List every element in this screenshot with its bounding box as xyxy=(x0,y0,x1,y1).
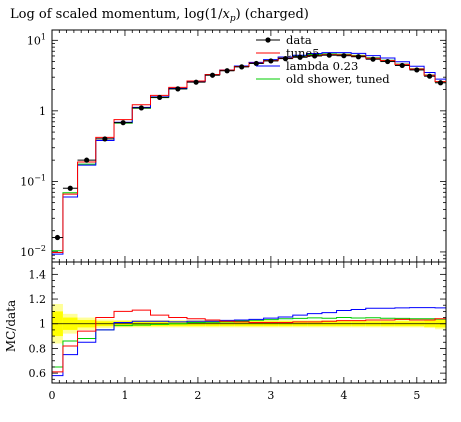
data-point xyxy=(102,136,108,142)
ratio-histogram-tune5 xyxy=(52,309,446,373)
data-point xyxy=(138,105,144,111)
data-point xyxy=(326,52,332,58)
data-point xyxy=(414,67,420,73)
ratio-histogram-old-shower-tuned xyxy=(52,317,446,368)
legend-label: tune5 xyxy=(286,46,320,60)
data-point xyxy=(355,54,362,60)
main-y-tick-label: 101 xyxy=(27,32,46,47)
ratio-histogram-lambda-0-23 xyxy=(52,307,446,377)
data-point xyxy=(282,56,289,62)
data-point xyxy=(312,53,318,59)
data-point xyxy=(399,62,405,69)
main-y-tick-label: 1 xyxy=(39,105,46,118)
x-tick-label: 5 xyxy=(413,389,420,402)
data-point xyxy=(67,185,73,191)
data-point xyxy=(193,79,199,85)
data-point xyxy=(239,64,245,70)
data-point xyxy=(268,58,274,64)
x-tick-label: 1 xyxy=(121,389,128,402)
legend-marker-data xyxy=(265,37,271,43)
x-tick-label: 4 xyxy=(340,389,347,402)
data-point xyxy=(297,54,303,60)
legend-label: old shower, tuned xyxy=(286,72,390,86)
title-prefix: Log of scaled momentum, log(1/ xyxy=(10,7,223,22)
legend-label: data xyxy=(286,33,312,47)
legend-label: lambda 0.23 xyxy=(286,59,358,73)
ratio-y-tick-label: 0.6 xyxy=(29,367,47,380)
data-point xyxy=(224,68,230,74)
title-var: x xyxy=(222,7,230,22)
data-point xyxy=(84,157,90,163)
data-point xyxy=(209,72,216,78)
data-point xyxy=(370,56,376,62)
data-point xyxy=(175,86,181,92)
data-point xyxy=(437,80,444,86)
x-tick-label: 3 xyxy=(267,389,274,402)
chart-title: Log of scaled momentum, log(1/xp) (charg… xyxy=(10,7,309,24)
data-point xyxy=(426,73,433,79)
ratio-y-tick-label: 1.4 xyxy=(29,268,47,281)
x-tick-label: 0 xyxy=(49,389,56,402)
title-suffix: ) (charged) xyxy=(236,7,309,22)
x-tick-label: 2 xyxy=(194,389,201,402)
ratio-y-tick-label: 1 xyxy=(39,318,46,331)
main-plot-panel: 10−2 10−1 1 101 xyxy=(20,29,447,263)
data-point xyxy=(341,53,347,59)
ratio-plot-panel: 0.6 0.8 1 1.2 1.4 0 1 2 3 4 5 xyxy=(29,261,447,402)
main-y-tick-label: 10−1 xyxy=(20,173,46,188)
data-point xyxy=(385,58,391,65)
ratio-y-tick-label: 1.2 xyxy=(29,293,47,306)
title-sub: p xyxy=(230,14,236,24)
data-point xyxy=(54,234,61,241)
data-point xyxy=(120,120,126,126)
data-point xyxy=(157,94,163,101)
ratio-y-tick-label: 0.8 xyxy=(29,342,47,355)
ratio-y-axis-label: MC/data xyxy=(4,300,18,352)
data-point xyxy=(253,60,259,67)
main-y-tick-label: 10−2 xyxy=(20,244,46,259)
